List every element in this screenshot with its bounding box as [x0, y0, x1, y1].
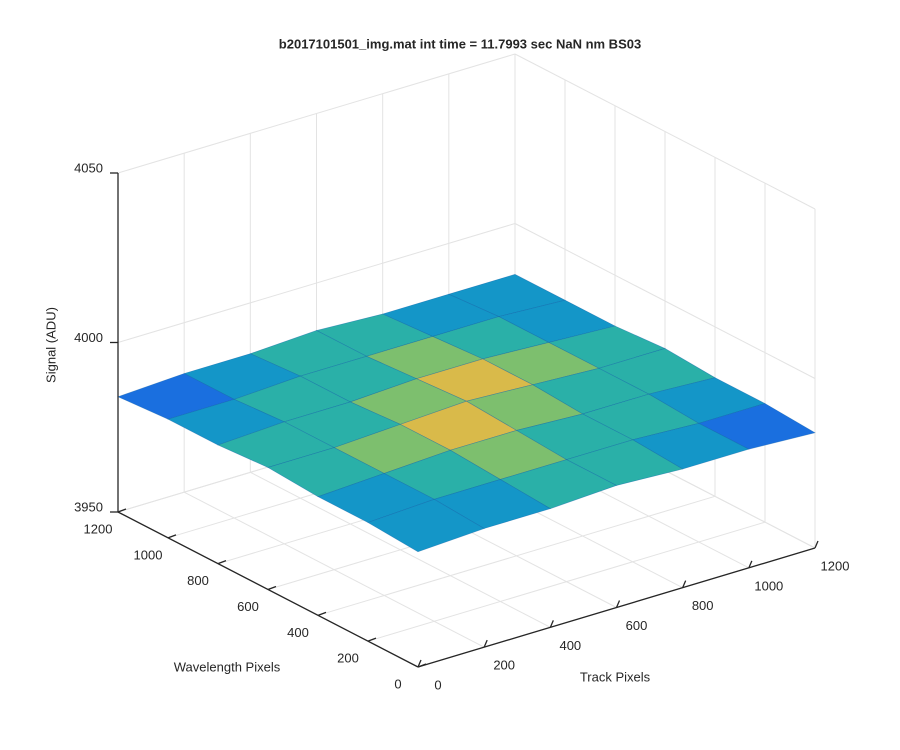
z-tick-label: 4050 [74, 160, 103, 175]
x-tick-label: 800 [692, 598, 714, 613]
y-tick [417, 663, 427, 668]
grid-line [117, 53, 516, 174]
y-tick [167, 534, 177, 539]
y-tick-label: 400 [287, 625, 309, 640]
x-tick [417, 659, 422, 668]
y-tick-label: 0 [394, 676, 401, 691]
y-tick-label: 200 [337, 651, 359, 666]
x-tick-label: 1000 [754, 578, 783, 593]
x-tick [615, 600, 621, 608]
y-tick-label: 1000 [134, 547, 163, 562]
z-tick-label: 3950 [74, 499, 103, 514]
x-axis-label: Track Pixels [580, 669, 651, 684]
x-tick-label: 200 [493, 658, 515, 673]
chart-title: b2017101501_img.mat int time = 11.7993 s… [279, 36, 641, 51]
grid-line [514, 53, 816, 210]
x-tick [483, 639, 488, 648]
y-tick [117, 508, 127, 513]
grid-line [514, 223, 816, 379]
y-tick-label: 1200 [84, 521, 113, 536]
y-axis-label: Wavelength Pixels [174, 659, 281, 674]
x-tick [814, 540, 819, 549]
x-tick [748, 560, 753, 569]
x-tick-label: 0 [434, 677, 441, 692]
x-tick-label: 1200 [821, 558, 850, 573]
y-tick [367, 637, 377, 642]
surface-patch [367, 498, 485, 553]
y-tick-label: 800 [187, 573, 209, 588]
x-tick-label: 600 [626, 618, 648, 633]
grid-line [117, 223, 516, 343]
z-axis-label: Signal (ADU) [43, 307, 58, 383]
y-tick-label: 600 [237, 599, 259, 614]
x-tick [682, 580, 687, 588]
x-tick-label: 400 [559, 638, 581, 653]
z-tick-label: 4000 [74, 330, 103, 345]
y-tick [267, 585, 277, 591]
y-tick [217, 560, 227, 565]
grid-line [367, 521, 766, 642]
grid-line [317, 495, 716, 616]
y-tick [317, 611, 327, 616]
x-tick [549, 620, 554, 628]
